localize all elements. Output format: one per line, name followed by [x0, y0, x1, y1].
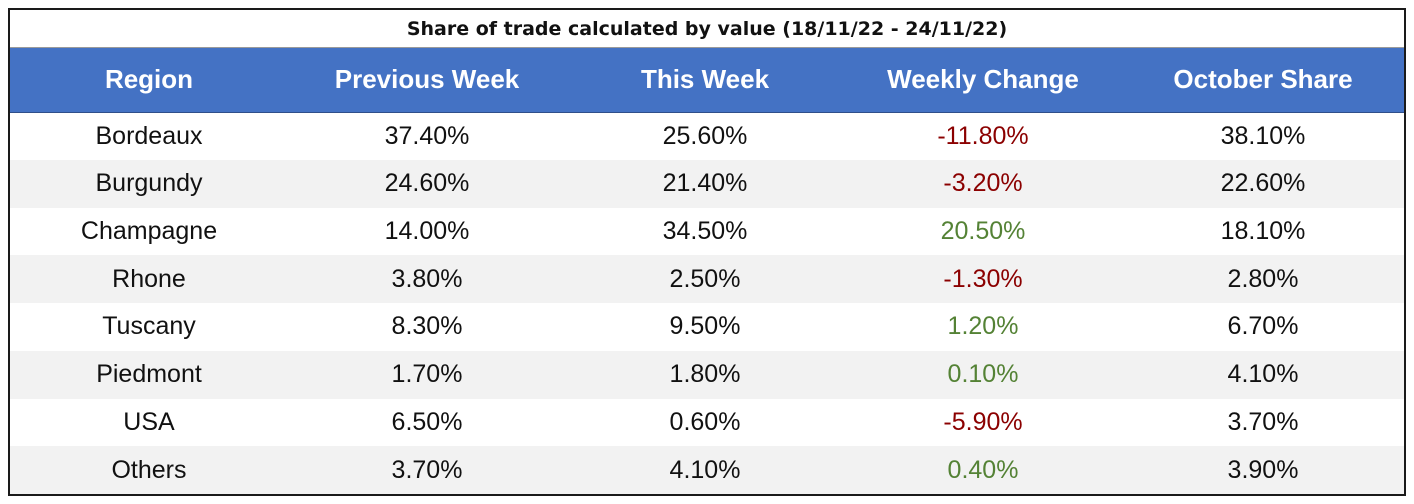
table-row: Burgundy 24.60% 21.40% -3.20% 22.60% [10, 159, 1404, 208]
cell-previous-week: 6.50% [288, 398, 566, 447]
header-october-share: October Share [1122, 48, 1404, 113]
table-row: Champagne 14.00% 34.50% 20.50% 18.10% [10, 207, 1404, 256]
cell-weekly-change: -11.80% [844, 112, 1122, 160]
cell-october-share: 38.10% [1122, 112, 1404, 160]
table-row: Bordeaux 37.40% 25.60% -11.80% 38.10% [10, 112, 1404, 160]
trade-share-table: Region Previous Week This Week Weekly Ch… [10, 48, 1404, 494]
cell-this-week: 2.50% [566, 255, 844, 303]
cell-region: Champagne [10, 207, 288, 256]
cell-this-week: 4.10% [566, 446, 844, 494]
cell-weekly-change: 20.50% [844, 207, 1122, 256]
table-row: Tuscany 8.30% 9.50% 1.20% 6.70% [10, 303, 1404, 351]
cell-region: Burgundy [10, 159, 288, 208]
cell-october-share: 2.80% [1122, 255, 1404, 303]
cell-this-week: 1.80% [566, 350, 844, 399]
cell-weekly-change: 1.20% [844, 303, 1122, 351]
cell-previous-week: 24.60% [288, 159, 566, 208]
table-body: Bordeaux 37.40% 25.60% -11.80% 38.10% Burgund… [10, 112, 1404, 494]
cell-previous-week: 1.70% [288, 350, 566, 399]
table-title: Share of trade calculated by value (18/1… [10, 10, 1404, 48]
cell-october-share: 18.10% [1122, 207, 1404, 256]
cell-previous-week: 37.40% [288, 112, 566, 160]
cell-october-share: 22.60% [1122, 159, 1404, 208]
cell-previous-week: 3.80% [288, 255, 566, 303]
cell-region: USA [10, 398, 288, 447]
table-row: Rhone 3.80% 2.50% -1.30% 2.80% [10, 255, 1404, 303]
cell-previous-week: 3.70% [288, 446, 566, 494]
cell-weekly-change: 0.10% [844, 350, 1122, 399]
header-previous-week: Previous Week [288, 48, 566, 113]
cell-this-week: 0.60% [566, 398, 844, 447]
cell-this-week: 9.50% [566, 303, 844, 351]
cell-october-share: 6.70% [1122, 303, 1404, 351]
cell-this-week: 21.40% [566, 159, 844, 208]
cell-weekly-change: -5.90% [844, 398, 1122, 447]
cell-region: Rhone [10, 255, 288, 303]
cell-october-share: 3.70% [1122, 398, 1404, 447]
cell-region: Others [10, 446, 288, 494]
cell-region: Tuscany [10, 303, 288, 351]
header-row: Region Previous Week This Week Weekly Ch… [10, 48, 1404, 113]
cell-previous-week: 14.00% [288, 207, 566, 256]
table-row: Piedmont 1.70% 1.80% 0.10% 4.10% [10, 350, 1404, 399]
cell-this-week: 25.60% [566, 112, 844, 160]
cell-previous-week: 8.30% [288, 303, 566, 351]
cell-weekly-change: -3.20% [844, 159, 1122, 208]
cell-weekly-change: 0.40% [844, 446, 1122, 494]
cell-weekly-change: -1.30% [844, 255, 1122, 303]
header-weekly-change: Weekly Change [844, 48, 1122, 113]
cell-october-share: 4.10% [1122, 350, 1404, 399]
trade-share-table-frame: Share of trade calculated by value (18/1… [8, 8, 1406, 496]
cell-region: Piedmont [10, 350, 288, 399]
cell-october-share: 3.90% [1122, 446, 1404, 494]
table-row: USA 6.50% 0.60% -5.90% 3.70% [10, 398, 1404, 447]
table-row: Others 3.70% 4.10% 0.40% 3.90% [10, 446, 1404, 494]
cell-region: Bordeaux [10, 112, 288, 160]
header-this-week: This Week [566, 48, 844, 113]
header-region: Region [10, 48, 288, 113]
cell-this-week: 34.50% [566, 207, 844, 256]
